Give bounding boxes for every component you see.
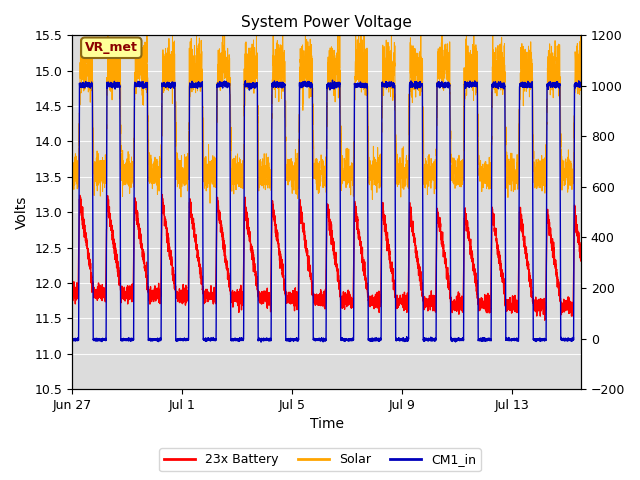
X-axis label: Time: Time [310,418,344,432]
Legend: 23x Battery, Solar, CM1_in: 23x Battery, Solar, CM1_in [159,448,481,471]
Y-axis label: Volts: Volts [15,195,29,229]
Text: VR_met: VR_met [85,41,138,54]
Title: System Power Voltage: System Power Voltage [241,15,412,30]
